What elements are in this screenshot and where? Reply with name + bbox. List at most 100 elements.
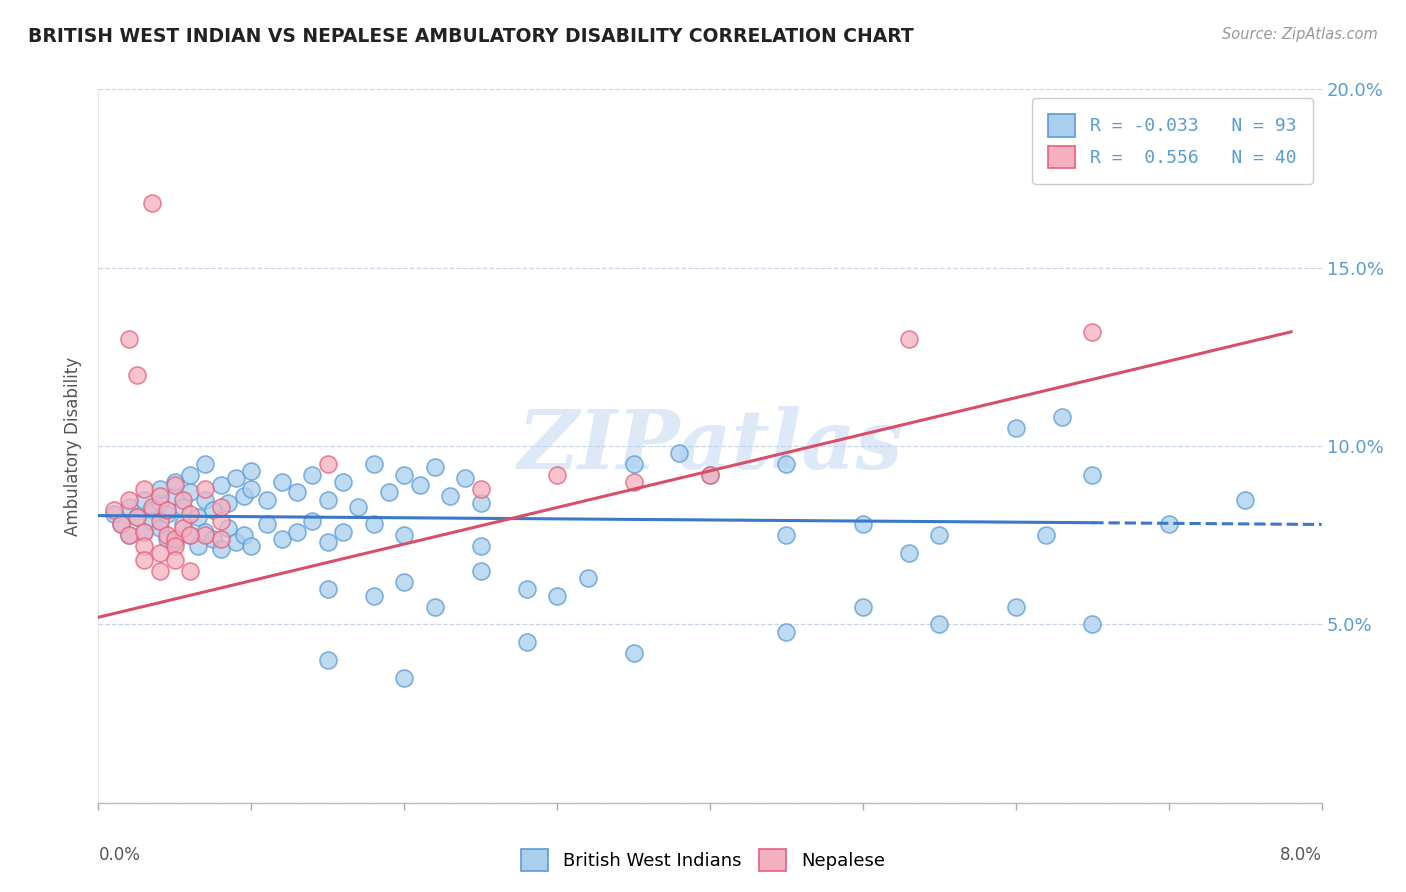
Point [172, 517, 194, 532]
Point [576, 571, 599, 585]
Point [179, 467, 201, 482]
Point [134, 524, 156, 539]
Point [118, 528, 141, 542]
Point [1081, 467, 1104, 482]
Point [110, 517, 132, 532]
Point [209, 500, 232, 514]
Point [217, 496, 239, 510]
Point [378, 485, 401, 500]
Point [163, 475, 186, 489]
Point [363, 517, 385, 532]
Point [225, 535, 247, 549]
Point [775, 528, 797, 542]
Point [1050, 410, 1073, 425]
Point [470, 482, 492, 496]
Point [110, 517, 132, 532]
Point [141, 500, 163, 514]
Point [141, 196, 163, 211]
Point [194, 492, 217, 507]
Point [423, 599, 446, 614]
Point [179, 528, 201, 542]
Point [392, 671, 416, 685]
Point [163, 478, 186, 492]
Point [156, 507, 179, 521]
Point [316, 457, 339, 471]
Point [163, 539, 186, 553]
Point [470, 564, 492, 578]
Point [134, 524, 156, 539]
Point [125, 368, 148, 382]
Point [134, 482, 156, 496]
Point [256, 517, 278, 532]
Point [852, 599, 875, 614]
Point [1035, 528, 1057, 542]
Point [202, 532, 225, 546]
Point [149, 482, 172, 496]
Point [470, 539, 492, 553]
Point [363, 457, 385, 471]
Point [316, 535, 339, 549]
Point [118, 500, 141, 514]
Point [392, 528, 416, 542]
Point [852, 517, 875, 532]
Point [163, 535, 186, 549]
Point [332, 475, 354, 489]
Point [1004, 599, 1026, 614]
Point [775, 624, 797, 639]
Point [209, 532, 232, 546]
Point [928, 528, 950, 542]
Point [316, 492, 339, 507]
Point [928, 617, 950, 632]
Point [897, 332, 920, 346]
Point [172, 500, 194, 514]
Point [454, 471, 477, 485]
Point [149, 546, 172, 560]
Point [141, 503, 163, 517]
Point [156, 532, 179, 546]
Point [301, 514, 323, 528]
Point [546, 589, 568, 603]
Point [194, 482, 217, 496]
Point [149, 489, 172, 503]
Point [163, 489, 186, 503]
Text: 0.0%: 0.0% [98, 846, 141, 863]
Point [209, 478, 232, 492]
Y-axis label: Ambulatory Disability: Ambulatory Disability [65, 357, 83, 535]
Point [179, 507, 201, 521]
Point [699, 467, 721, 482]
Point [217, 521, 239, 535]
Point [623, 646, 645, 660]
Point [623, 475, 645, 489]
Point [316, 582, 339, 596]
Point [149, 521, 172, 535]
Point [118, 332, 141, 346]
Point [134, 492, 156, 507]
Point [515, 635, 537, 649]
Point [232, 489, 254, 503]
Point [668, 446, 690, 460]
Point [240, 539, 263, 553]
Text: BRITISH WEST INDIAN VS NEPALESE AMBULATORY DISABILITY CORRELATION CHART: BRITISH WEST INDIAN VS NEPALESE AMBULATO… [28, 27, 914, 45]
Point [256, 492, 278, 507]
Point [209, 514, 232, 528]
Point [118, 492, 141, 507]
Text: ZIPatlas: ZIPatlas [517, 406, 903, 486]
Point [332, 524, 354, 539]
Point [1004, 421, 1026, 435]
Point [347, 500, 370, 514]
Point [179, 564, 201, 578]
Point [775, 457, 797, 471]
Point [240, 464, 263, 478]
Point [1157, 517, 1180, 532]
Point [1081, 617, 1104, 632]
Point [194, 457, 217, 471]
Point [194, 524, 217, 539]
Point [209, 542, 232, 557]
Point [103, 507, 125, 521]
Point [316, 653, 339, 667]
Point [285, 524, 308, 539]
Point [141, 514, 163, 528]
Point [270, 532, 294, 546]
Point [134, 539, 156, 553]
Point [172, 492, 194, 507]
